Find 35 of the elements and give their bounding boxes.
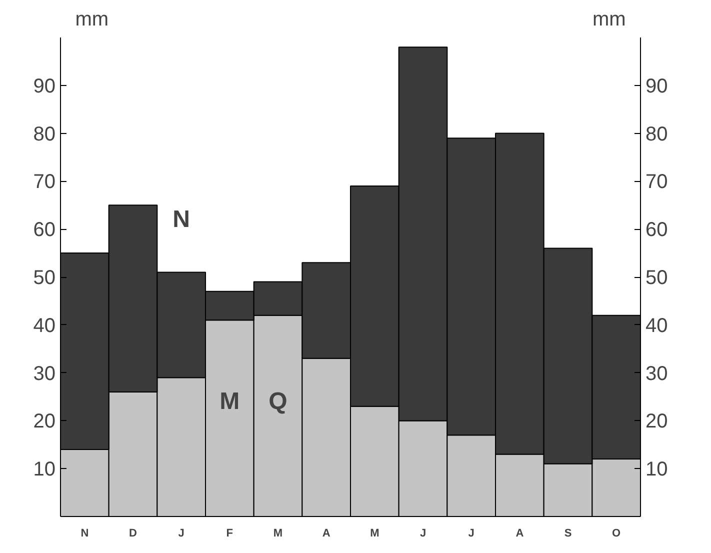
y2-tick-label: 60	[646, 219, 668, 242]
y-tick-label: 60	[33, 219, 56, 242]
x-tick-label: O	[612, 528, 622, 540]
x-tick-label: D	[129, 528, 138, 540]
x-tick-label: J	[468, 528, 474, 540]
y2-axis-title: mm	[592, 8, 626, 30]
x-tick-label: J	[178, 528, 184, 540]
y-tick-label: 70	[33, 171, 56, 194]
y-tick-label: 90	[33, 75, 56, 98]
y-tick-label: 50	[33, 267, 56, 289]
annotation: Q	[268, 388, 288, 416]
y2-tick-label: 40	[646, 314, 668, 337]
x-tick-label: J	[420, 528, 426, 540]
y2-tick-label: 70	[646, 171, 668, 194]
y-axis-title: mm	[75, 8, 109, 30]
x-tick-label: F	[226, 528, 234, 540]
x-tick-label: N	[80, 528, 89, 540]
x-tick-label: A	[322, 528, 330, 540]
x-tick-label: A	[516, 528, 524, 540]
y-tick-label: 30	[33, 362, 56, 385]
y2-tick-label: 10	[646, 458, 668, 481]
y-tick-label: 40	[33, 314, 56, 337]
y2-tick-label: 50	[646, 267, 668, 289]
y-tick-label: 20	[33, 410, 56, 433]
annotation: M	[220, 388, 240, 416]
y2-tick-label: 90	[646, 75, 668, 98]
y2-tick-label: 30	[646, 362, 668, 385]
y2-tick-label: 80	[646, 123, 668, 146]
x-tick-label: M	[370, 528, 380, 540]
y-tick-label: 80	[33, 123, 56, 146]
y2-tick-label: 20	[646, 410, 668, 433]
y-tick-label: 10	[33, 458, 56, 481]
x-tick-label: S	[564, 528, 572, 540]
x-tick-label: M	[273, 528, 283, 540]
annotation: N	[172, 206, 190, 234]
